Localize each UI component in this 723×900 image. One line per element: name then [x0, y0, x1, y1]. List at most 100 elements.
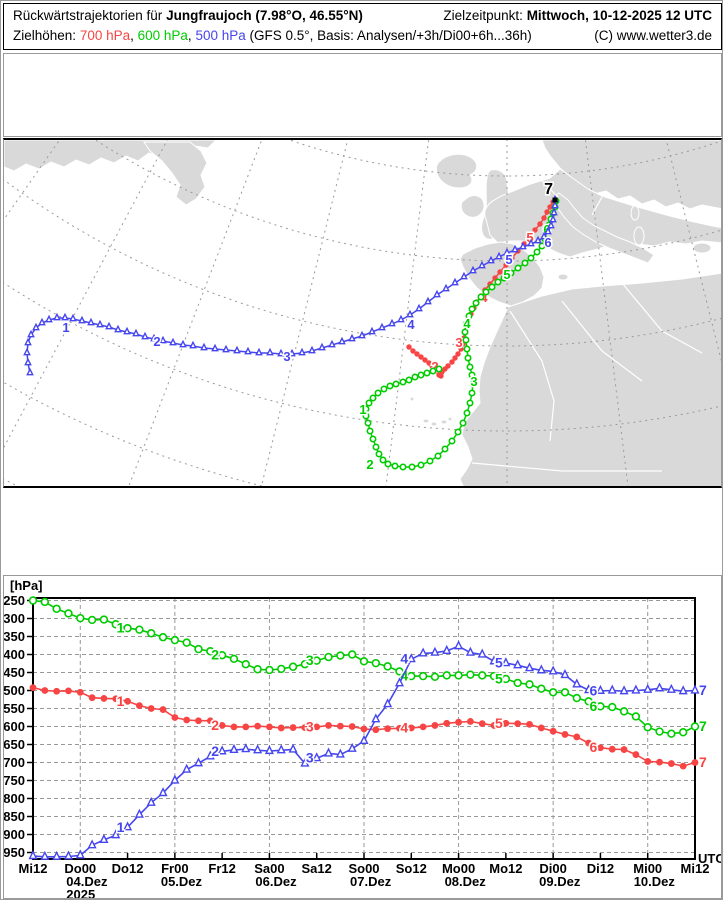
marker-dot — [478, 720, 486, 728]
marker-triangle — [159, 335, 167, 344]
marker-circle — [596, 702, 605, 711]
marker-triangle — [24, 357, 32, 366]
marker-circle — [135, 625, 144, 634]
series-day-label: 7 — [699, 754, 707, 770]
marker-triangle — [205, 750, 215, 760]
marker-dot — [458, 346, 464, 352]
marker-dot — [171, 714, 179, 721]
marker-dot — [325, 722, 332, 729]
marker-triangle — [547, 220, 555, 229]
marker-circle — [379, 456, 387, 464]
marker-triangle — [241, 743, 251, 753]
marker-triangle — [288, 348, 296, 357]
marker-triangle — [182, 763, 192, 773]
marker-triangle — [222, 344, 230, 353]
marker-triangle — [406, 653, 416, 663]
marker-triangle — [511, 244, 519, 253]
series-day-label: 5 — [495, 715, 503, 731]
marker-triangle — [308, 345, 316, 354]
marker-circle — [501, 674, 511, 684]
marker-dot — [277, 724, 285, 732]
marker-triangle — [415, 303, 423, 312]
marker-circle — [655, 727, 664, 736]
graticule — [4, 140, 721, 486]
marker-dot — [112, 695, 120, 703]
marker-triangle — [454, 640, 464, 650]
marker-circle — [533, 248, 541, 256]
marker-circle — [347, 650, 357, 659]
x-tick-label: Sa00 — [254, 861, 284, 876]
x-date-label: 05.Dez — [161, 874, 203, 889]
marker-circle — [336, 651, 345, 660]
header-panel: Rückwärtstrajektorien für Jungfraujoch (… — [3, 3, 722, 50]
island — [630, 205, 640, 221]
trajectory-day-label: 5 — [503, 267, 510, 282]
marker-dot — [384, 725, 392, 733]
page-title: Rückwärtstrajektorien für Jungfraujoch (… — [13, 8, 363, 23]
marker-dot — [29, 684, 37, 692]
x-tick-label: Mo12 — [489, 861, 522, 876]
trajectory-day-label: 4 — [463, 316, 471, 331]
marker-dot — [691, 759, 699, 766]
series-day-label: 5 — [495, 670, 503, 686]
marker-triangle — [264, 745, 274, 755]
header-line-1: Rückwärtstrajektorien für Jungfraujoch (… — [13, 8, 712, 28]
y-tick-label: 900 — [4, 827, 25, 842]
marker-circle — [527, 254, 535, 262]
marker-dot — [527, 234, 533, 240]
marker-circle — [386, 382, 394, 390]
trajectory-day-label: 6 — [544, 235, 551, 250]
marker-circle — [429, 367, 437, 375]
marker-dot — [679, 762, 687, 770]
marker-triangle — [146, 796, 156, 806]
series-500hPa: 1 2 3 4 5 6 7 — [28, 640, 709, 860]
marker-circle — [408, 463, 416, 471]
marker-dot — [429, 363, 435, 369]
marker-circle — [399, 463, 407, 471]
marker-triangle — [169, 337, 177, 346]
marker-dot — [410, 348, 416, 354]
pressure-chart-panel: [hPa] 250 300 350 400 450 500 550 600 650 700 750 80… — [3, 575, 722, 899]
marker-dot — [336, 722, 344, 730]
marker-triangle — [170, 774, 180, 784]
marker-circle — [372, 443, 380, 451]
marker-triangle — [549, 214, 557, 223]
marker-triangle — [487, 255, 495, 264]
marker-triangle — [501, 657, 511, 667]
levels-line: Zielhöhen: 700 hPa, 600 hPa, 500 hPa (GF… — [13, 28, 532, 43]
marker-triangle — [397, 314, 405, 323]
marker-circle — [324, 652, 333, 662]
marker-circle — [194, 644, 203, 654]
marker-circle — [359, 657, 369, 666]
marker-triangle — [105, 321, 113, 330]
marker-circle — [466, 399, 474, 407]
series-day-label: 6 — [590, 739, 598, 755]
marker-dot — [230, 723, 238, 731]
series-day-label: 4 — [400, 719, 408, 735]
marker-triangle — [32, 322, 40, 331]
y-tick-label: 800 — [4, 791, 25, 806]
marker-circle — [537, 684, 546, 693]
series-day-label: 2 — [211, 743, 219, 759]
series-day-label: 3 — [306, 652, 314, 668]
marker-circle — [411, 373, 419, 381]
marker-dot — [509, 255, 515, 261]
marker-circle — [362, 405, 370, 413]
marker-circle — [28, 596, 38, 605]
marker-circle — [52, 604, 61, 613]
marker-circle — [441, 445, 449, 453]
marker-triangle — [478, 260, 486, 269]
trajectory-day-label: 2 — [153, 334, 160, 349]
marker-triangle — [26, 367, 34, 376]
island — [557, 273, 569, 281]
marker-dot — [541, 215, 547, 221]
country-border — [509, 310, 555, 442]
marker-triangle — [465, 646, 475, 656]
marker-dot — [549, 727, 557, 735]
trajectory-day-label: 5 — [526, 230, 533, 245]
marker-triangle — [253, 744, 263, 754]
pressure-time-chart: [hPa]250 300 350 400 450 500 550 600 650 700 750 80… — [4, 578, 721, 898]
marker-triangle — [111, 829, 121, 839]
marker-circle — [494, 278, 502, 286]
